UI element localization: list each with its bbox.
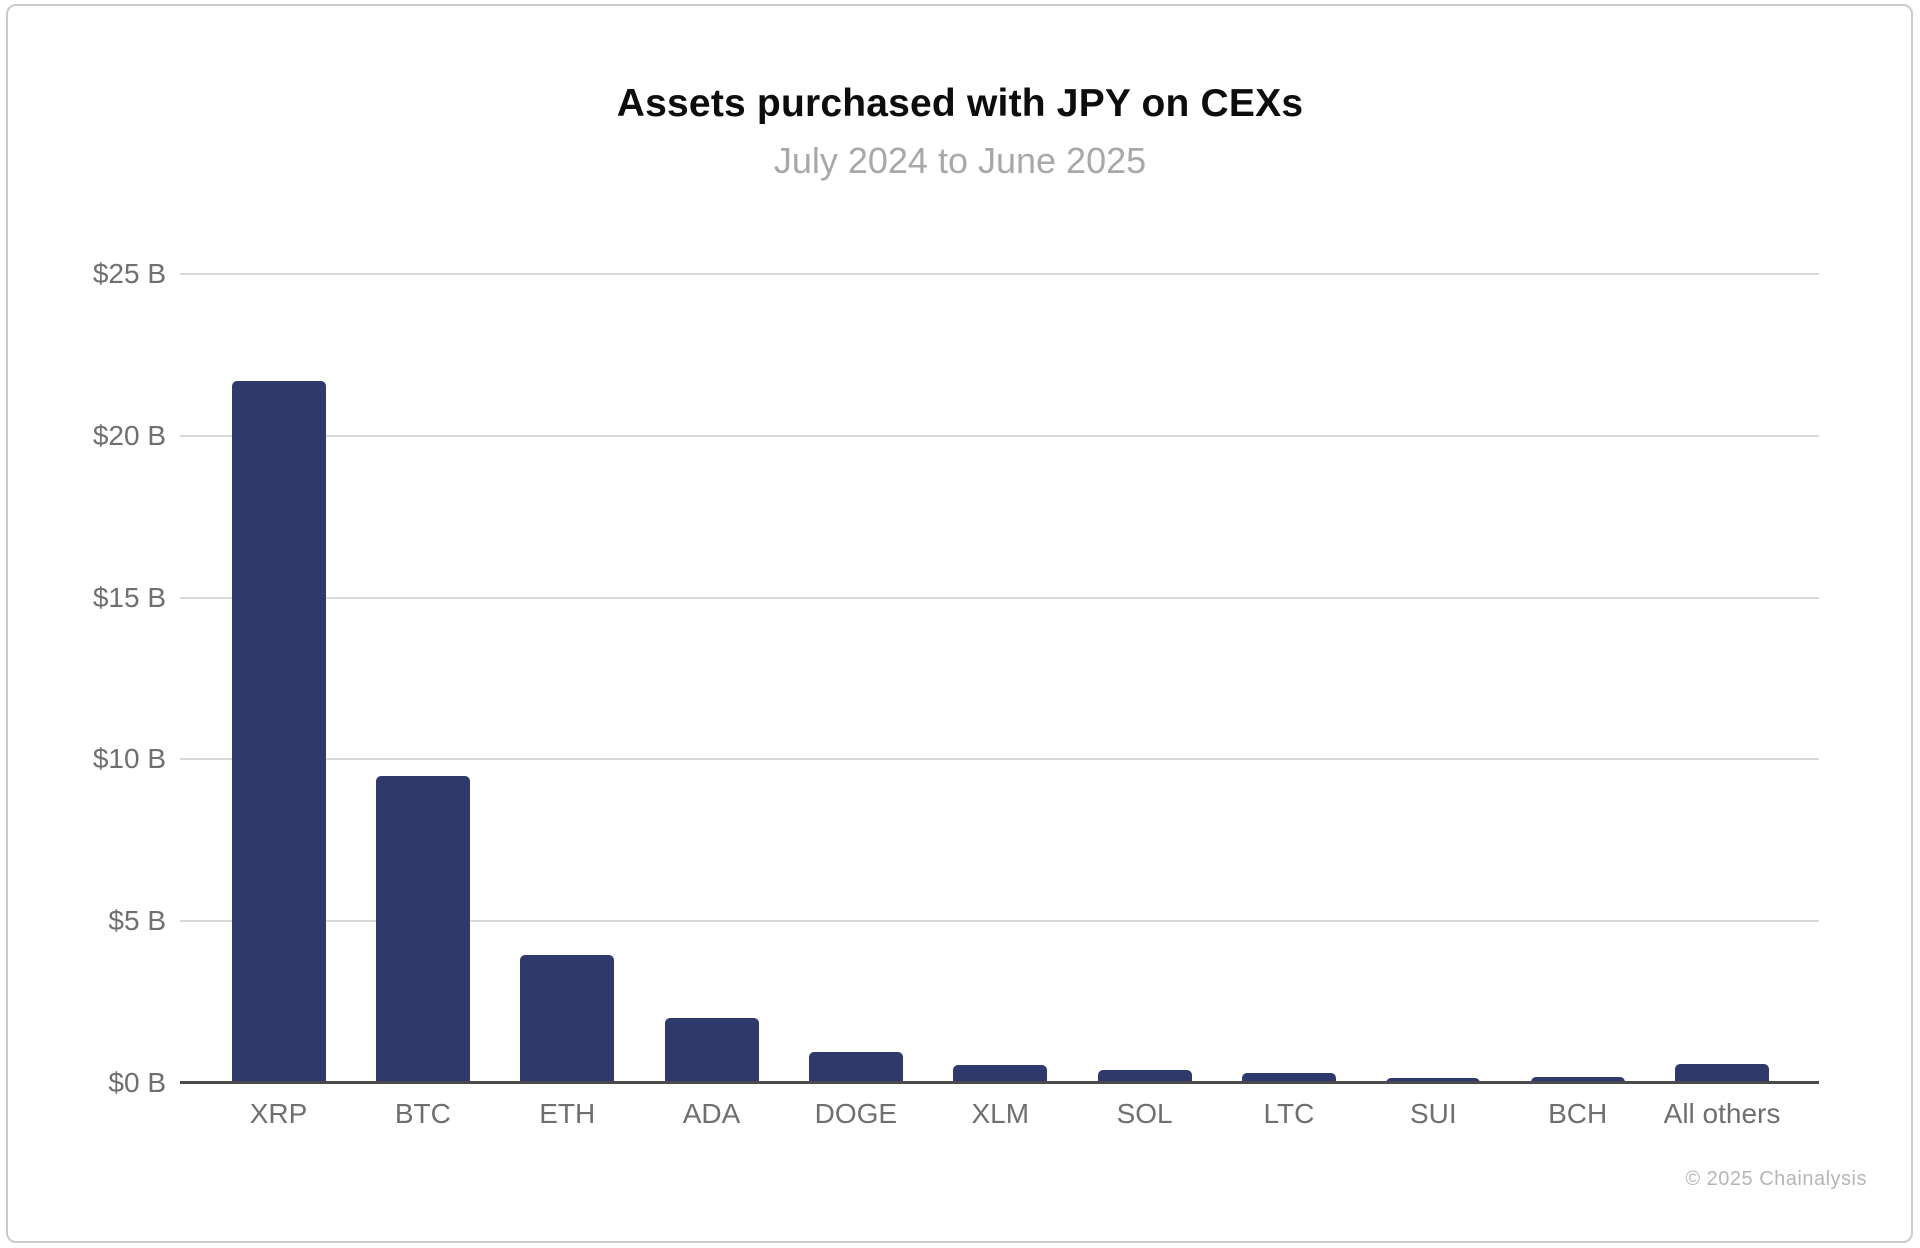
y-tick-label-5b: $5 B [108, 905, 166, 937]
x-tick-label-sui: SUI [1409, 1098, 1457, 1129]
bar-sol [1097, 1070, 1192, 1083]
bar-sui [1386, 1077, 1481, 1083]
copyright-notice: © 2025 Chainalysis [1685, 1168, 1867, 1190]
bar-doge [808, 1052, 903, 1083]
gridline-15b [180, 596, 1819, 599]
bar-btc [375, 775, 470, 1083]
x-tick-label-doge: DOGE [814, 1098, 898, 1129]
gridline-5b [180, 920, 1819, 923]
y-tick-label-25b: $25 B [92, 258, 166, 289]
y-tick-label-10b: $10 B [92, 743, 166, 775]
bar-ltc [1241, 1073, 1336, 1083]
x-tick-label-ada: ADA [682, 1098, 741, 1129]
x-tick-label-ltc: LTC [1263, 1098, 1315, 1129]
x-tick-label-xrp: XRP [249, 1098, 308, 1129]
x-tick-label-eth: ETH [539, 1098, 596, 1129]
gridline-10b [180, 758, 1819, 761]
bar-ada [664, 1018, 759, 1083]
bar-bch [1530, 1076, 1625, 1083]
chart-subtitle: July 2024 to June 2025 [773, 140, 1147, 181]
chart-title: Assets purchased with JPY on CEXs [616, 82, 1304, 125]
x-axis-line [180, 1081, 1819, 1084]
gridline-20b [180, 434, 1819, 437]
y-tick-label-0b: $0 B [108, 1067, 166, 1098]
bar-xlm [953, 1065, 1048, 1083]
x-tick-label-sol: SOL [1116, 1098, 1173, 1129]
plot-area [180, 273, 1819, 1084]
bar-eth [520, 955, 615, 1083]
y-tick-label-15b: $15 B [92, 581, 166, 613]
x-tick-label-xlm: XLM [971, 1098, 1030, 1129]
x-tick-label-btc: BTC [394, 1098, 451, 1129]
x-tick-label-bch: BCH [1548, 1098, 1608, 1129]
bar-all-others [1675, 1063, 1769, 1083]
bar-xrp [231, 380, 326, 1083]
y-tick-label-20b: $20 B [92, 419, 166, 451]
x-tick-label-all-others: All others [1663, 1098, 1781, 1129]
gridline-25b [180, 273, 1819, 275]
